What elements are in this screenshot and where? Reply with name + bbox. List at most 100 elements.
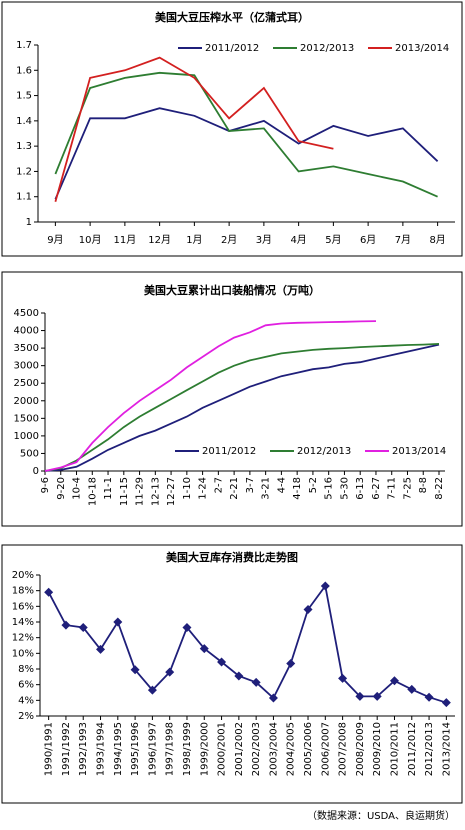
chart-frame [1, 271, 463, 527]
x-tick-label: 11-29 [135, 477, 146, 506]
x-tick-label: 1991/1992 [61, 722, 72, 776]
y-tick-label: 1.2 [16, 166, 32, 177]
x-tick-label: 1992/1993 [78, 722, 89, 776]
x-tick-label: 1993/1994 [96, 722, 107, 776]
point-marker [424, 692, 434, 702]
x-tick-label: 5-16 [324, 477, 335, 500]
source-note: （数据来源：USDA、良运期货） [307, 809, 455, 822]
x-tick-label: 12月 [148, 234, 171, 246]
x-tick-label: 1994/1995 [113, 722, 124, 776]
series-line [44, 320, 377, 472]
point-marker [199, 644, 209, 654]
x-tick-label: 2001/2002 [234, 722, 245, 776]
series-line [47, 583, 447, 704]
x-tick-label: 3-21 [261, 477, 272, 500]
x-tick-label: 8月 [429, 234, 445, 246]
point-marker [78, 622, 88, 632]
x-tick-label: 1997/1998 [165, 722, 176, 776]
x-tick-label: 1月 [186, 234, 202, 246]
x-tick-label: 2011/2012 [407, 722, 418, 776]
legend-label: 2013/2014 [395, 43, 449, 54]
y-tick-label: 0 [33, 466, 39, 477]
y-tick-label: 1.1 [16, 192, 32, 203]
x-tick-label: 4-18 [292, 477, 303, 500]
y-tick-label: 18% [12, 586, 34, 597]
y-tick-label: 3000 [14, 361, 39, 372]
x-tick-label: 2月 [221, 234, 237, 246]
x-tick-label: 2007/2008 [338, 722, 349, 776]
x-tick-label: 11-15 [119, 477, 130, 506]
x-tick-label: 10月 [79, 234, 102, 246]
chart-frame [1, 1, 463, 257]
x-tick-label: 2-21 [229, 477, 240, 500]
x-tick-label: 8-22 [434, 477, 445, 500]
y-tick-label: 1.7 [16, 40, 32, 51]
x-tick-label: 1996/1997 [147, 722, 158, 776]
y-tick-label: 6% [18, 680, 34, 691]
point-marker [389, 676, 399, 686]
x-tick-label: 1990/1991 [44, 722, 55, 776]
x-tick-label: 4-4 [276, 477, 287, 493]
point-marker [320, 581, 330, 591]
x-tick-label: 2005/2006 [303, 722, 314, 776]
x-tick-label: 10-18 [87, 477, 98, 506]
point-marker [338, 673, 348, 683]
point-marker [96, 644, 106, 654]
x-tick-label: 2013/2014 [441, 722, 452, 776]
x-tick-label: 5月 [325, 234, 341, 246]
y-tick-label: 2000 [14, 396, 39, 407]
y-tick-label: 20% [12, 570, 34, 581]
x-tick-label: 6月 [360, 234, 376, 246]
x-tick-label: 11月 [114, 234, 137, 246]
point-marker [165, 667, 175, 677]
x-tick-label: 12-13 [150, 477, 161, 506]
x-tick-label: 5-2 [308, 477, 319, 493]
chart-frame [1, 544, 463, 804]
x-tick-label: 2000/2001 [217, 722, 228, 776]
x-tick-label: 7月 [395, 234, 411, 246]
y-tick-label: 1.5 [16, 91, 32, 102]
x-tick-label: 2-7 [213, 477, 224, 493]
point-marker [372, 691, 382, 701]
legend-label: 2012/2013 [297, 446, 351, 457]
x-tick-label: 3月 [256, 234, 272, 246]
x-tick-label: 12-27 [166, 477, 177, 506]
x-tick-label: 2002/2003 [251, 722, 262, 776]
point-marker [251, 677, 261, 687]
x-tick-label: 5-30 [339, 477, 350, 500]
x-tick-label: 1995/1996 [130, 722, 141, 776]
point-marker [147, 685, 157, 695]
y-tick-label: 4500 [14, 308, 39, 319]
y-tick-label: 1.6 [16, 65, 32, 76]
x-tick-label: 10-4 [72, 477, 83, 500]
x-tick-label: 2012/2013 [424, 722, 435, 776]
point-marker [268, 693, 278, 703]
point-marker [113, 617, 123, 627]
series-line [54, 56, 334, 203]
x-tick-label: 1-10 [182, 477, 193, 500]
point-marker [303, 604, 313, 614]
point-marker [44, 587, 54, 597]
x-tick-label: 7-11 [387, 477, 398, 500]
x-tick-label: 2004/2005 [286, 722, 297, 776]
legend-label: 2011/2012 [202, 446, 256, 457]
x-tick-label: 2006/2007 [320, 722, 331, 776]
x-tick-label: 2008/2009 [355, 722, 366, 776]
x-tick-label: 11-1 [103, 477, 114, 500]
point-marker [234, 671, 244, 681]
x-tick-label: 9月 [47, 234, 63, 246]
x-tick-label: 1-24 [198, 477, 209, 500]
y-tick-label: 2% [18, 711, 34, 722]
point-marker [441, 698, 451, 708]
y-tick-label: 500 [20, 448, 39, 459]
point-marker [130, 665, 140, 675]
series-line [44, 343, 440, 472]
legend-label: 2011/2012 [205, 43, 259, 54]
y-tick-label: 1.3 [16, 141, 32, 152]
chart-title: 美国大豆压榨水平（亿蒲式耳） [155, 10, 309, 24]
legend-label: 2013/2014 [392, 446, 446, 457]
chart-title: 美国大豆库存消费比走势图 [166, 550, 298, 564]
legend-label: 2012/2013 [300, 43, 354, 54]
y-tick-label: 12% [12, 633, 34, 644]
